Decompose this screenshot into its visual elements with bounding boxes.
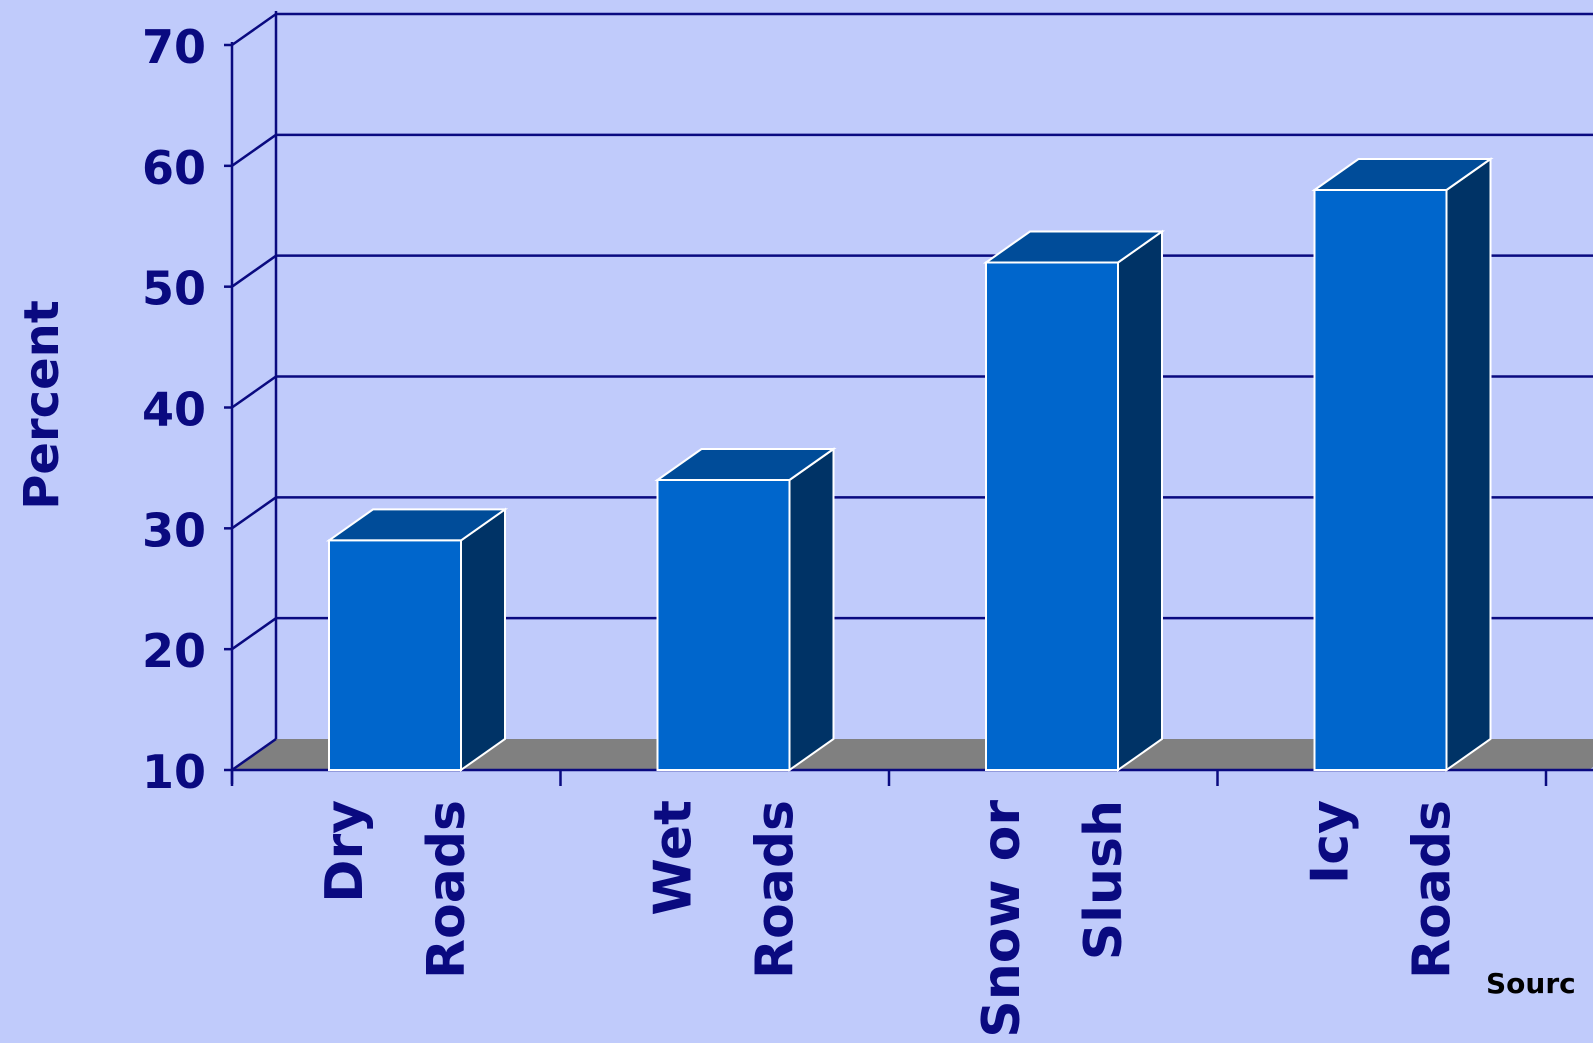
x-category-label-line: Wet bbox=[644, 800, 704, 916]
chart-floor bbox=[232, 739, 1593, 770]
y-tick-label: 30 bbox=[142, 503, 206, 557]
bar-side-face bbox=[1117, 229, 1163, 772]
x-category-label: Dry Roads bbox=[315, 800, 477, 979]
side-wall-gridline bbox=[231, 12, 277, 47]
bar-front-face bbox=[985, 261, 1119, 771]
y-tick-label: 20 bbox=[142, 624, 206, 678]
x-category-label-line: Slush bbox=[1074, 800, 1134, 960]
y-tick-label: 70 bbox=[142, 20, 206, 74]
x-category-label-line: Roads bbox=[1403, 800, 1463, 979]
y-tick-label: 10 bbox=[142, 745, 206, 799]
bar bbox=[982, 229, 1166, 772]
y-tick-label: 50 bbox=[142, 262, 206, 316]
bar-front-face bbox=[656, 479, 791, 771]
bar bbox=[654, 447, 837, 772]
bar-side-face bbox=[788, 447, 835, 772]
side-wall-gridline bbox=[231, 254, 277, 288]
x-category-labels: Dry Roads Wet Roads Snow or Slush Icy Roads bbox=[315, 800, 1463, 1038]
bar-side-face bbox=[1445, 157, 1492, 772]
source-label: Sourc bbox=[1486, 967, 1576, 1000]
side-wall-gridline bbox=[231, 496, 277, 530]
x-category-label-line: Roads bbox=[417, 800, 477, 979]
bar-front-face bbox=[1313, 189, 1448, 771]
y-tick-labels: 10 20 30 40 50 60 70 bbox=[142, 20, 206, 799]
floor-plane bbox=[232, 739, 1593, 770]
side-wall-gridline bbox=[231, 737, 277, 772]
side-wall-gridline bbox=[231, 133, 277, 167]
bar bbox=[325, 507, 509, 772]
side-wall-gridline bbox=[231, 617, 277, 651]
x-category-label: Snow or Slush bbox=[972, 800, 1134, 1038]
x-category-label-line: Icy bbox=[1301, 800, 1361, 884]
y-axis-label: Percent bbox=[14, 300, 70, 510]
x-category-label: Wet Roads bbox=[644, 800, 806, 979]
bar bbox=[1311, 157, 1494, 772]
x-category-label-line: Roads bbox=[746, 800, 806, 979]
bar-side-face bbox=[460, 507, 506, 772]
y-tick-label: 40 bbox=[142, 383, 206, 437]
x-category-label-line: Snow or bbox=[972, 800, 1032, 1038]
x-category-label-line: Dry bbox=[315, 800, 375, 903]
bar-front-face bbox=[328, 539, 462, 772]
bars bbox=[325, 157, 1494, 772]
x-category-label: Icy Roads bbox=[1301, 800, 1463, 979]
y-tick-label: 60 bbox=[142, 141, 206, 195]
side-wall-gridline bbox=[231, 375, 277, 409]
